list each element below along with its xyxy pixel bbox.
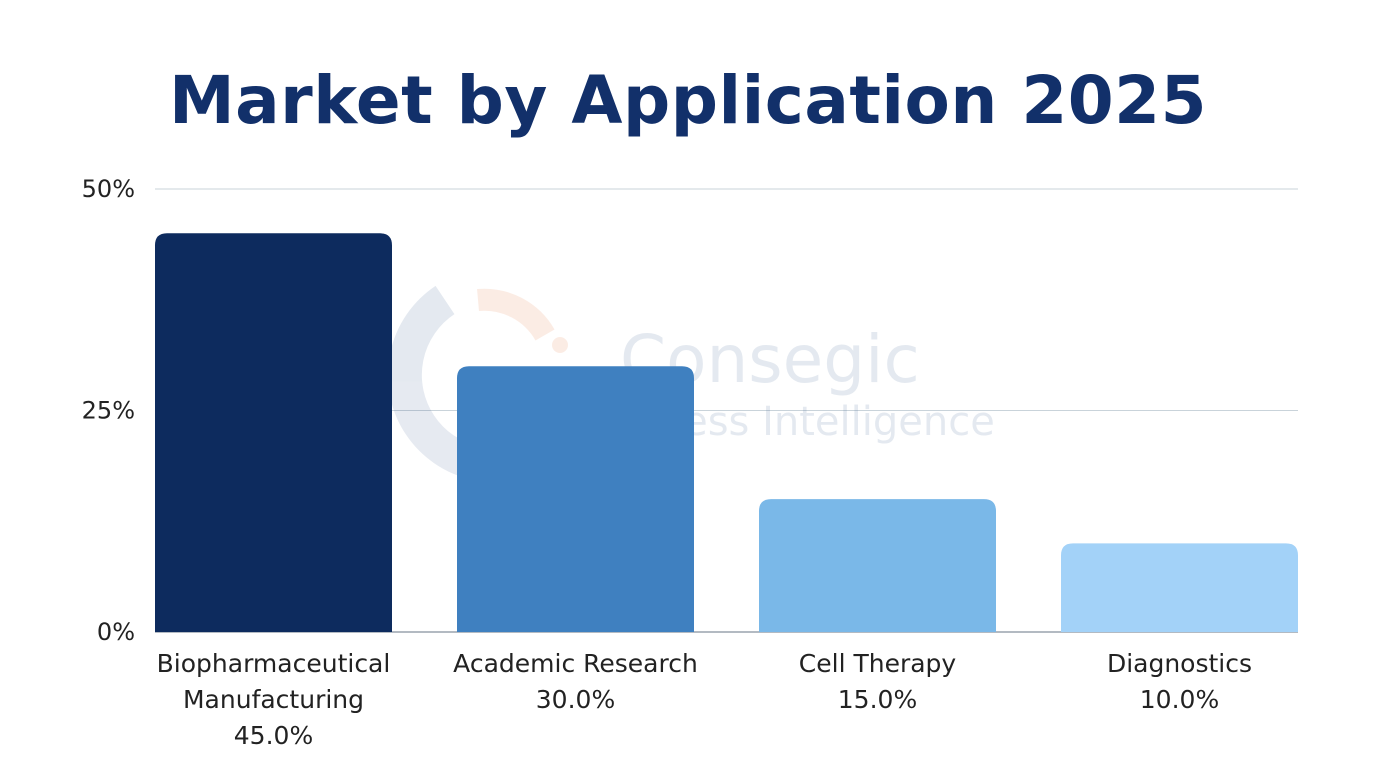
bar — [457, 366, 694, 632]
y-tick-label: 25% — [82, 397, 135, 425]
data-label: 45.0% — [234, 721, 313, 750]
bar — [759, 499, 996, 632]
data-label: 10.0% — [1140, 685, 1219, 714]
x-tick-label: Manufacturing — [183, 685, 364, 714]
bar — [155, 233, 392, 633]
x-tick-label: Cell Therapy — [799, 649, 957, 678]
y-tick-label: 50% — [82, 175, 135, 203]
bar — [1061, 543, 1298, 632]
data-label: 30.0% — [536, 685, 615, 714]
x-tick-label: Diagnostics — [1107, 649, 1252, 678]
x-tick-label: Academic Research — [453, 649, 698, 678]
y-tick-label: 0% — [97, 618, 135, 646]
x-tick-label: Biopharmaceutical — [157, 649, 391, 678]
data-label: 15.0% — [838, 685, 917, 714]
chart-title: Market by Application 2025 — [168, 62, 1208, 139]
